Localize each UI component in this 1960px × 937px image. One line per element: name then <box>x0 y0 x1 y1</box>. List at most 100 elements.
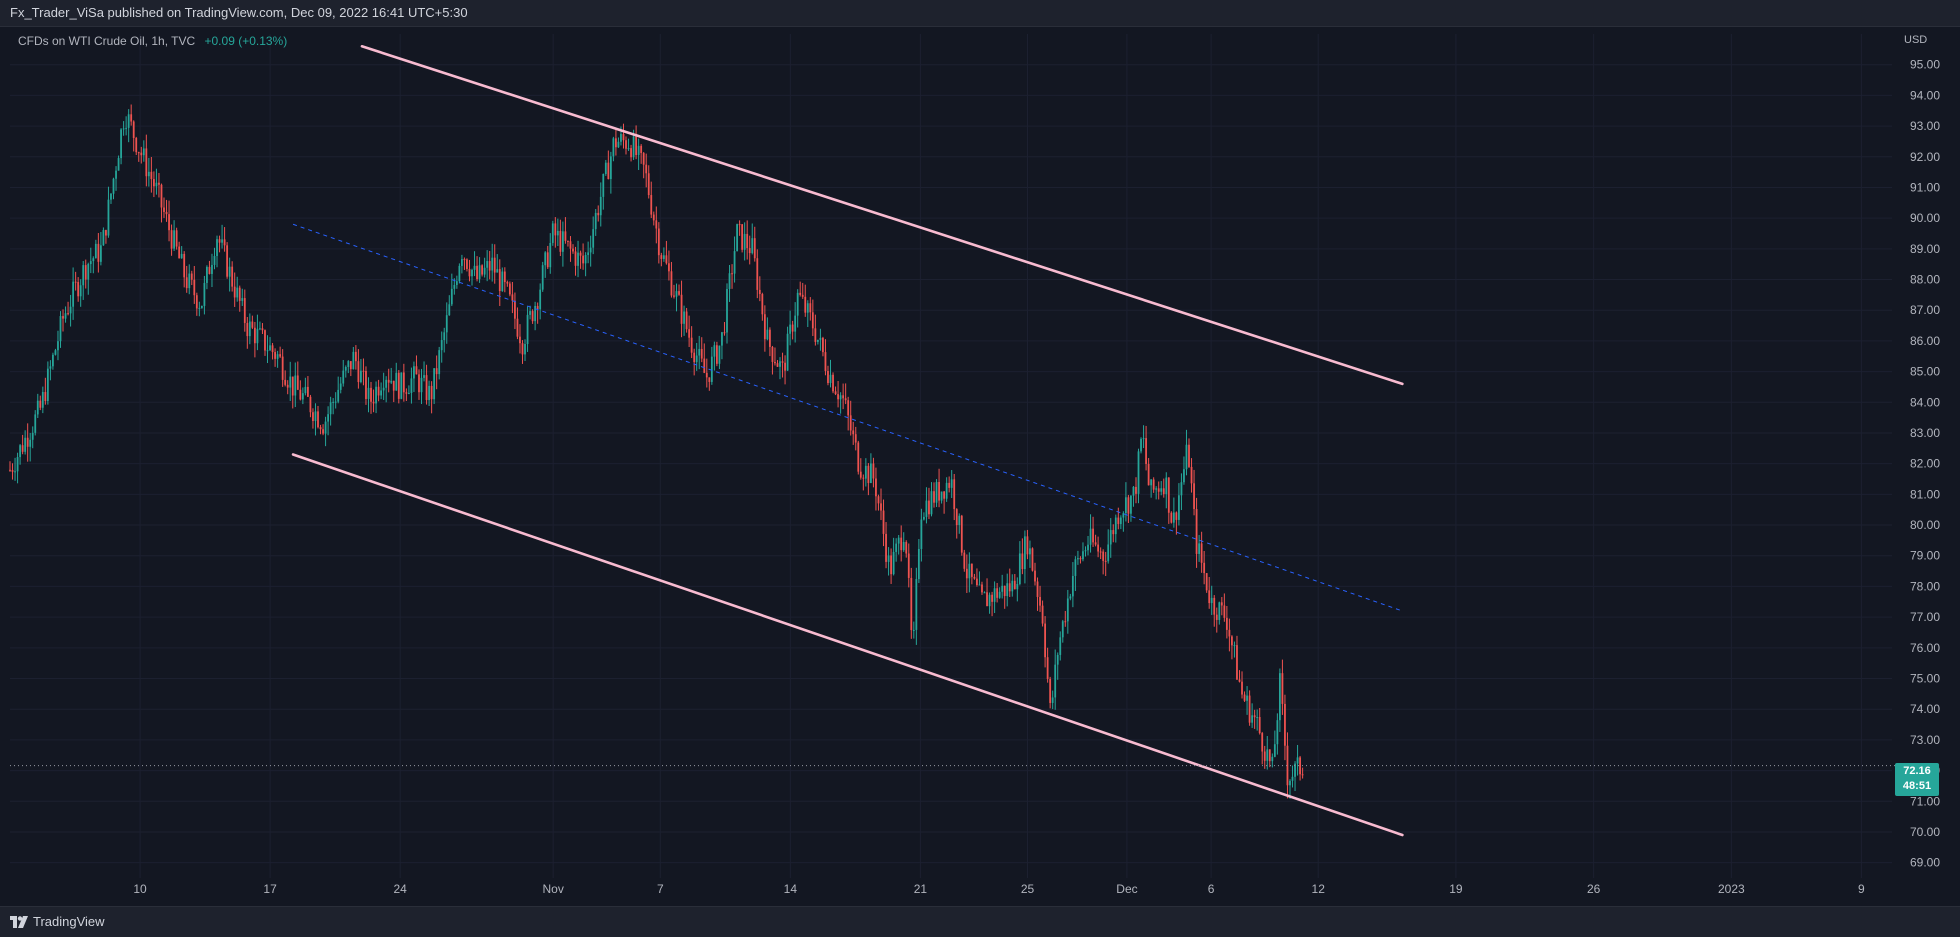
last-price: 72.16 <box>1903 765 1931 777</box>
candle-body <box>31 432 34 440</box>
candle-body <box>713 345 716 357</box>
candle-body <box>784 362 786 371</box>
candle-body <box>34 414 37 433</box>
candle-body <box>1200 543 1203 563</box>
candle-body <box>274 352 276 359</box>
candle-body <box>362 370 365 372</box>
candle-body <box>415 366 418 375</box>
time-axis[interactable]: 10 17 24 Nov 7 14 21 25 Dec 6 12 19 26 2023 9 <box>133 882 1865 896</box>
candle-body <box>685 311 688 330</box>
candle-body <box>1258 717 1261 734</box>
candle-body <box>978 584 981 586</box>
candle-body <box>1130 495 1132 514</box>
candle-body <box>597 212 600 216</box>
candle-body <box>953 479 956 510</box>
candle-body <box>407 392 410 394</box>
candle-body <box>1284 703 1286 746</box>
candle-body <box>413 366 415 379</box>
candle-body <box>842 395 845 399</box>
candle-body <box>349 361 352 370</box>
channel-midline <box>292 223 1403 612</box>
price-tick-label: 81.00 <box>1910 487 1940 501</box>
candle-body <box>950 479 953 488</box>
candle-body <box>1246 695 1248 701</box>
candle-body <box>188 273 191 289</box>
candle-body <box>1089 528 1092 545</box>
candle-body <box>122 128 125 130</box>
candle-body <box>476 265 478 280</box>
candle-body <box>418 374 420 393</box>
candle-body <box>1092 528 1094 543</box>
candle-body <box>1152 479 1155 490</box>
time-tick-label: Nov <box>543 882 564 896</box>
candle-body <box>534 305 537 322</box>
candle-body <box>175 230 178 247</box>
candle-body <box>307 386 309 397</box>
candle-body <box>1003 585 1006 597</box>
candle-body <box>804 296 807 313</box>
candle-body <box>981 584 983 593</box>
candle-body <box>344 366 347 371</box>
candle-body <box>756 258 759 290</box>
candle-body <box>433 368 436 400</box>
candle-body <box>693 352 696 363</box>
candle-body <box>875 478 877 497</box>
candle-body <box>125 127 128 129</box>
candle-body <box>1289 780 1291 786</box>
candle-body <box>885 533 887 562</box>
candle-body <box>327 414 330 422</box>
candle-body <box>1056 654 1059 665</box>
candle-body <box>291 376 294 396</box>
candle-body <box>794 315 797 332</box>
candle-body <box>647 173 650 196</box>
footer-bar: TradingView <box>0 906 1960 937</box>
candle-body <box>443 332 446 341</box>
currency-label[interactable]: USD <box>1904 34 1928 46</box>
time-tick-label: 9 <box>1858 882 1865 896</box>
candle-body <box>1296 757 1299 764</box>
candle-body <box>425 375 428 401</box>
price-tick-label: 87.00 <box>1910 303 1940 317</box>
brand-name: TradingView <box>33 914 105 929</box>
price-chart[interactable]: 69.0070.0071.0072.0073.0074.0075.0076.00… <box>0 26 1960 906</box>
candle-body <box>145 148 148 177</box>
candle-body <box>791 324 794 332</box>
candle-body <box>652 214 655 221</box>
symbol-legend[interactable]: CFDs on WTI Crude Oil, 1h, TVC +0.09 (+0… <box>18 34 287 48</box>
candle-body <box>332 401 335 403</box>
candle-body <box>1266 749 1269 761</box>
candle-body <box>796 292 799 316</box>
candle-body <box>200 305 203 308</box>
candle-body <box>1213 597 1216 615</box>
candle-body <box>844 398 847 401</box>
candle-body <box>943 491 946 499</box>
candle-body <box>41 391 44 408</box>
candle-body <box>1122 513 1125 518</box>
candle-body <box>857 442 860 472</box>
candle-body <box>675 291 678 297</box>
candle-body <box>880 503 882 511</box>
candle-body <box>130 114 133 122</box>
candle-body <box>1064 621 1067 623</box>
candle-body <box>1135 486 1137 494</box>
candle-body <box>1026 536 1029 555</box>
price-tick-label: 77.00 <box>1910 610 1940 624</box>
candle-body <box>105 230 107 236</box>
change-value: +0.09 (+0.13%) <box>204 34 288 48</box>
candle-body <box>637 145 640 155</box>
candle-body <box>82 265 85 286</box>
price-tick-label: 74.00 <box>1910 702 1940 716</box>
candle-body <box>572 248 574 252</box>
price-tick-label: 80.00 <box>1910 518 1940 532</box>
candle-body <box>1054 664 1057 698</box>
candle-body <box>155 182 158 187</box>
price-axis[interactable]: 69.0070.0071.0072.0073.0074.0075.0076.00… <box>1910 58 1940 870</box>
candle-body <box>668 263 670 272</box>
candle-body <box>402 372 405 393</box>
candle-body <box>1172 512 1175 523</box>
candle-body <box>837 394 839 400</box>
candle-body <box>365 371 367 399</box>
tradingview-logo[interactable]: TradingView <box>10 907 105 937</box>
drawings-layer <box>10 44 1895 837</box>
candle-body <box>882 510 885 534</box>
